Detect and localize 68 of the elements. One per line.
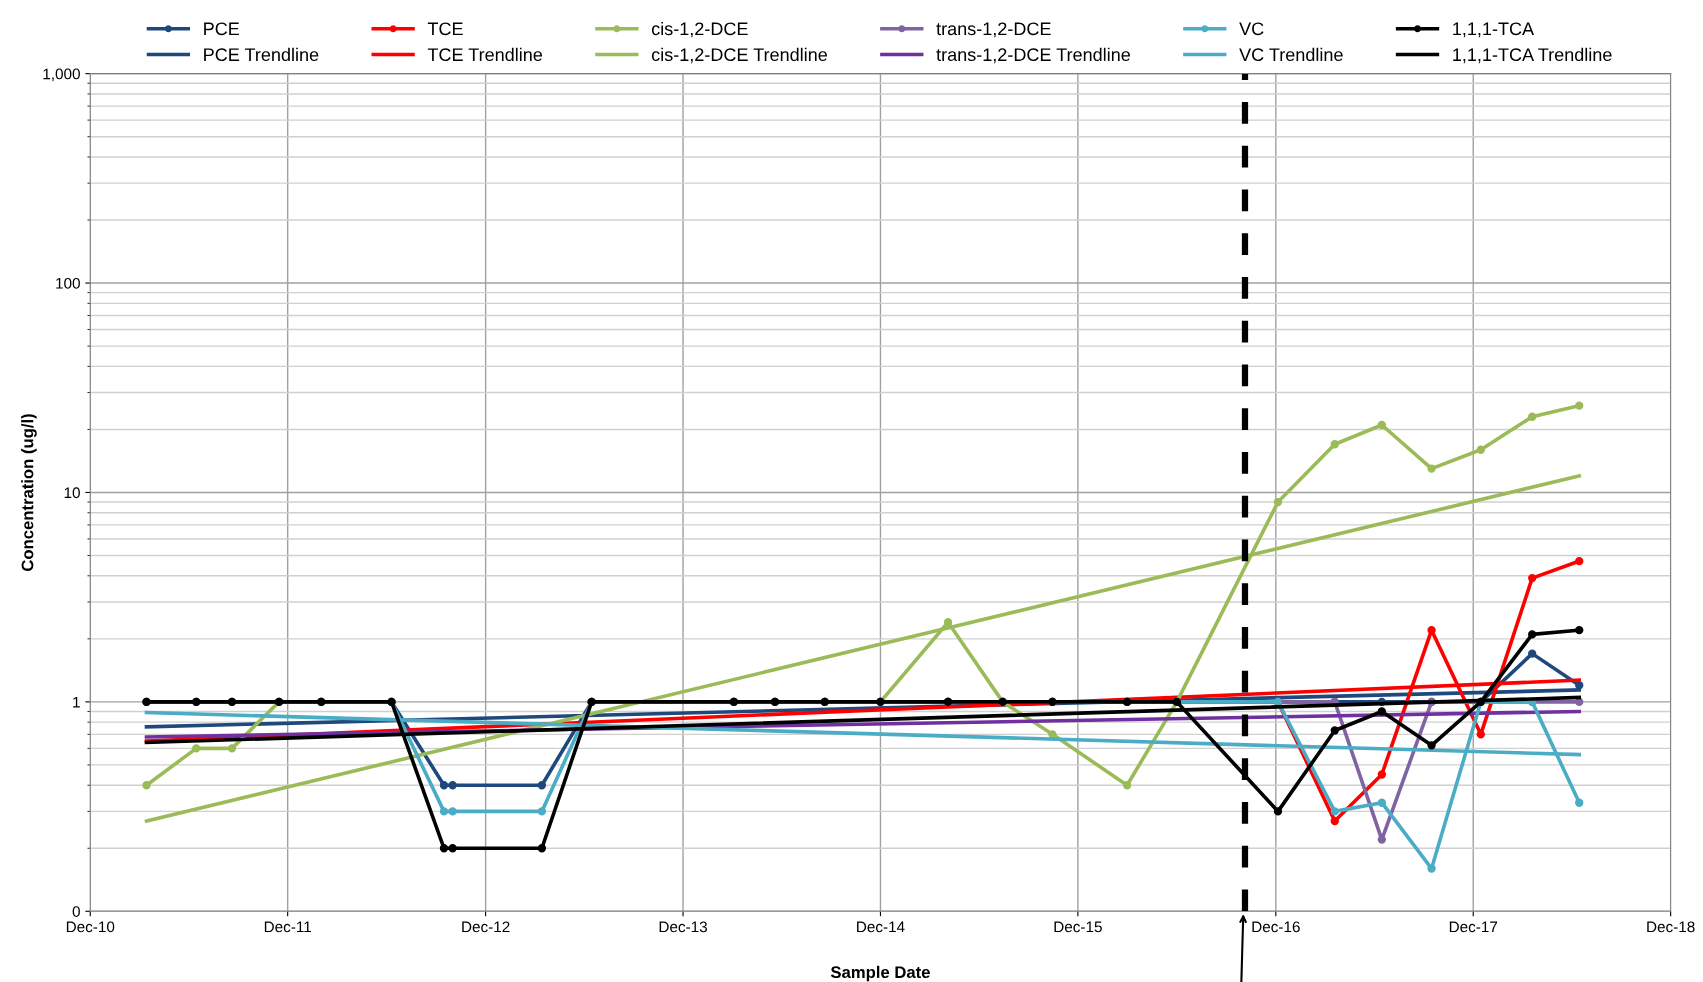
point <box>1122 781 1132 790</box>
point <box>1048 730 1057 739</box>
x-tick-label: Dec-14 <box>857 921 905 933</box>
point <box>439 781 449 790</box>
point <box>192 744 201 753</box>
legend-label: TCE Trendline <box>427 47 543 62</box>
point <box>448 781 457 790</box>
x-tick-label: Dec-18 <box>1647 921 1695 933</box>
point <box>537 844 547 853</box>
x-tick-label: Dec-15 <box>1054 921 1102 933</box>
point <box>1273 497 1283 507</box>
point <box>1528 412 1537 421</box>
legend-label: VC Trendline <box>1239 47 1343 62</box>
y-tick-label: 1 <box>73 696 80 708</box>
x-tick-label: Dec-17 <box>1449 921 1498 933</box>
point <box>1528 630 1537 639</box>
point <box>142 781 151 790</box>
point <box>1427 864 1436 873</box>
x-tick-label: Dec-11 <box>264 921 311 933</box>
point <box>1575 626 1584 635</box>
legend-label: trans-1,2-DCE <box>936 22 1051 38</box>
point <box>1575 556 1584 566</box>
legend-label: PCE Trendline <box>204 47 319 62</box>
x-tick-label: Dec-16 <box>1252 921 1300 933</box>
point <box>1528 573 1537 583</box>
point <box>227 744 237 753</box>
point <box>1377 798 1386 807</box>
x-tick-label: Dec-10 <box>66 921 115 933</box>
point <box>1330 816 1339 826</box>
point <box>1427 464 1436 473</box>
point <box>439 844 449 853</box>
y-tick-label: 10 <box>64 487 80 499</box>
legend-label: VC <box>1239 22 1264 36</box>
legend-label: trans-1,2-DCE Trendline <box>936 47 1130 64</box>
point <box>1330 440 1339 449</box>
point <box>1273 807 1283 816</box>
legend-label: cis-1,2-DCE <box>651 21 748 38</box>
y-tick-label: 0 <box>72 906 80 917</box>
point <box>1476 730 1485 739</box>
point <box>1528 649 1537 658</box>
point <box>1377 770 1386 779</box>
point <box>1427 741 1436 750</box>
legend-label: 1,1,1-TCA Trendline <box>1453 47 1612 64</box>
y-axis-title: Concentration (ug/l) <box>21 414 37 571</box>
point <box>1575 401 1584 410</box>
legend-label: PCE <box>204 22 240 36</box>
x-axis-title: Sample Date <box>830 965 930 982</box>
point <box>943 618 953 627</box>
point <box>1330 726 1339 735</box>
point <box>1575 798 1584 807</box>
point <box>1575 697 1584 707</box>
legend-label: 1,1,1-TCA <box>1453 22 1535 38</box>
y-tick-label: 100 <box>56 277 80 289</box>
point <box>448 844 457 853</box>
point <box>1377 835 1386 844</box>
point <box>1377 707 1386 716</box>
x-tick-label: Dec-13 <box>659 921 707 933</box>
point <box>439 807 449 816</box>
legend-label: TCE <box>427 22 463 36</box>
legend-label: cis-1,2-DCE Trendline <box>651 47 827 64</box>
point <box>1476 445 1485 454</box>
x-tick-label: Dec-12 <box>462 921 510 933</box>
y-tick-label: 1,000 <box>43 68 80 82</box>
point <box>1330 807 1339 816</box>
point <box>1377 420 1386 430</box>
point <box>448 807 457 816</box>
point <box>537 807 547 816</box>
point <box>537 781 547 790</box>
